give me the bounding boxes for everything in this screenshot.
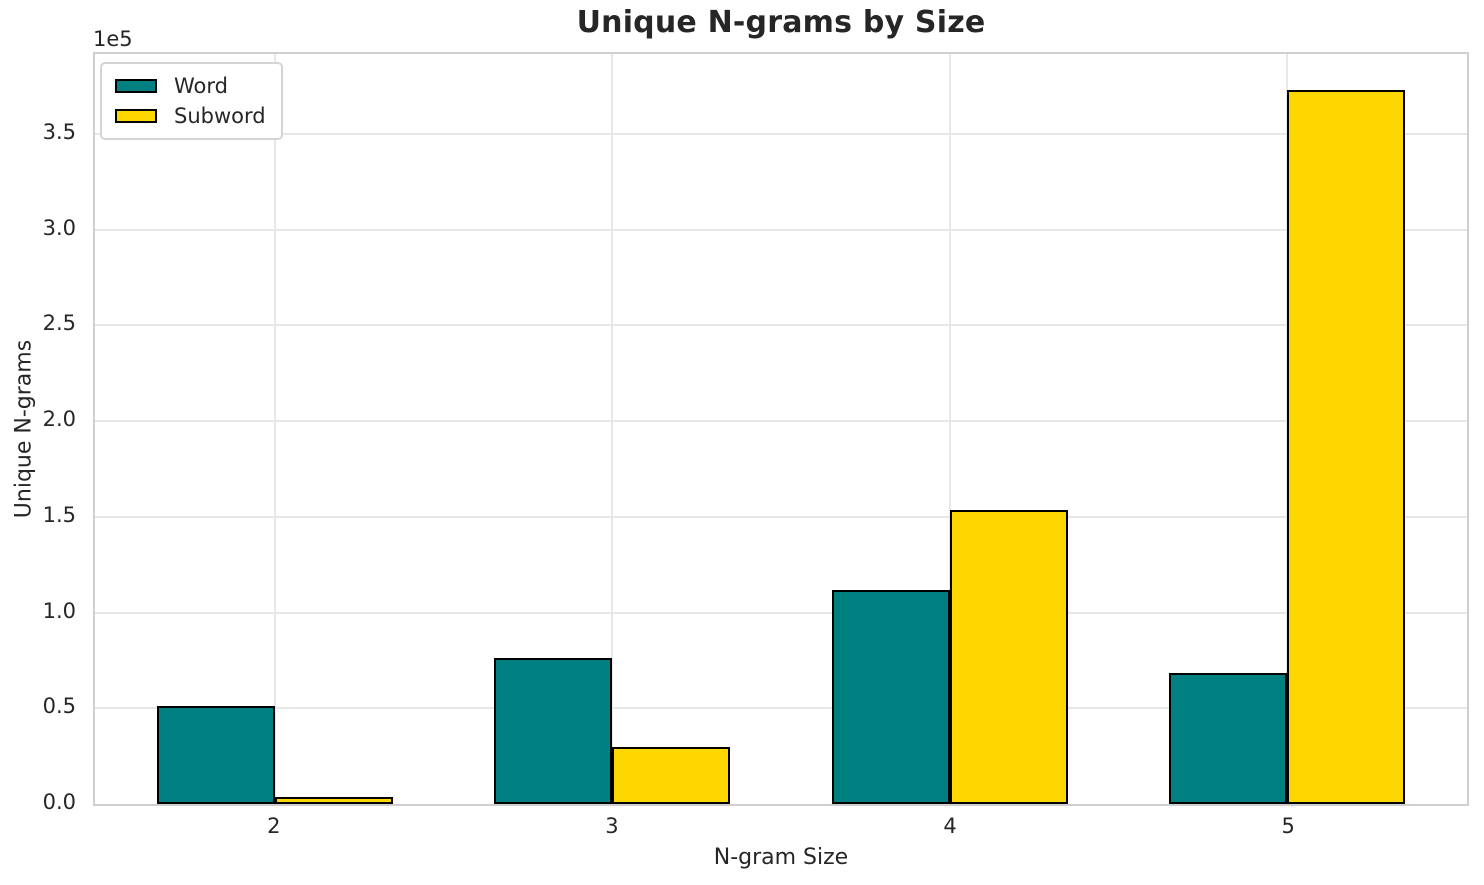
v-gridline-3 [611, 54, 614, 804]
legend-swatch-word [115, 79, 157, 94]
h-gridline-1.5 [95, 515, 1467, 518]
v-gridline-2 [274, 54, 277, 804]
legend-row-word: Word [115, 75, 266, 97]
bar-word-ngram-4 [831, 589, 950, 804]
x-tick-2: 2 [267, 814, 281, 838]
legend-label-word: Word [174, 74, 228, 98]
y-tick-1.0: 1.0 [42, 598, 76, 623]
legend-label-subword: Subword [174, 104, 266, 129]
h-gridline-3.5 [95, 132, 1467, 135]
legend: Word Subword [100, 62, 283, 141]
h-gridline-1.0 [95, 611, 1467, 614]
y-tick-0.0: 0.0 [42, 790, 76, 814]
x-tick-3: 3 [605, 814, 619, 838]
y-axis-offset-label: 1e5 [93, 27, 133, 51]
bar-subword-ngram-5 [1286, 89, 1405, 804]
y-tick-2.0: 2.0 [42, 407, 76, 432]
bar-subword-ngram-3 [612, 746, 731, 804]
h-gridline-2.0 [95, 420, 1467, 423]
x-axis-label: N-gram Size [713, 845, 849, 870]
v-gridline-4 [948, 54, 951, 804]
h-gridline-0.5 [95, 707, 1467, 710]
bar-word-ngram-5 [1168, 672, 1287, 804]
y-tick-labels: 0.0 0.5 1.0 1.5 2.0 2.5 3.0 3.5 [0, 52, 78, 814]
x-tick-labels: 2 3 4 5 [93, 814, 1469, 842]
bar-subword-ngram-4 [949, 510, 1068, 804]
plot-area: Word Subword [93, 52, 1469, 806]
h-gridline-2.5 [95, 324, 1467, 327]
y-tick-3.0: 3.0 [42, 215, 76, 240]
legend-swatch-subword [115, 109, 157, 124]
x-tick-5: 5 [1281, 814, 1295, 838]
y-tick-2.5: 2.5 [42, 311, 76, 336]
h-gridline-3.0 [95, 228, 1467, 231]
y-tick-3.5: 3.5 [42, 119, 76, 144]
bar-subword-ngram-2 [275, 796, 394, 804]
y-tick-1.5: 1.5 [42, 502, 76, 527]
legend-row-subword: Subword [115, 105, 266, 127]
bar-word-ngram-2 [157, 706, 276, 804]
bar-word-ngram-3 [494, 658, 613, 804]
x-tick-4: 4 [943, 814, 957, 838]
chart-title: Unique N-grams by Size [576, 5, 986, 40]
y-tick-0.5: 0.5 [42, 694, 76, 719]
